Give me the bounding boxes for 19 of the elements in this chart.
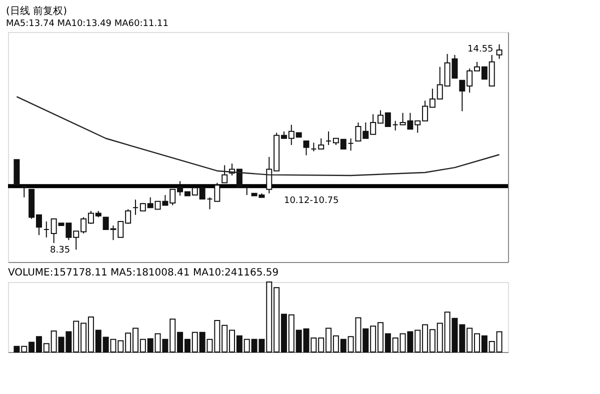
candlestick [222,164,228,184]
candlestick [21,184,28,198]
chart-title: VOLUME:157178.11 MA5:181008.41 MA10:241165.59 [8,268,279,278]
candlestick [14,159,20,186]
candlestick [496,44,502,60]
candlestick [132,199,138,216]
chart-subtitle: MA5:13.74 MA10:13.49 MA60:11.11 [6,19,169,29]
candlestick [310,142,317,152]
candlestick [214,182,220,202]
candlestick [318,138,324,150]
candlestick [43,221,50,238]
candlestick [303,140,310,156]
annotation: 14.55 [468,44,494,54]
annotation: 10.12-10.75 [284,196,339,206]
candlestick [392,120,398,131]
annotation: 8.35 [50,246,70,256]
candlestick [348,138,354,152]
candlestick [326,130,332,146]
chart-title: (日线 前复权) [6,5,68,17]
